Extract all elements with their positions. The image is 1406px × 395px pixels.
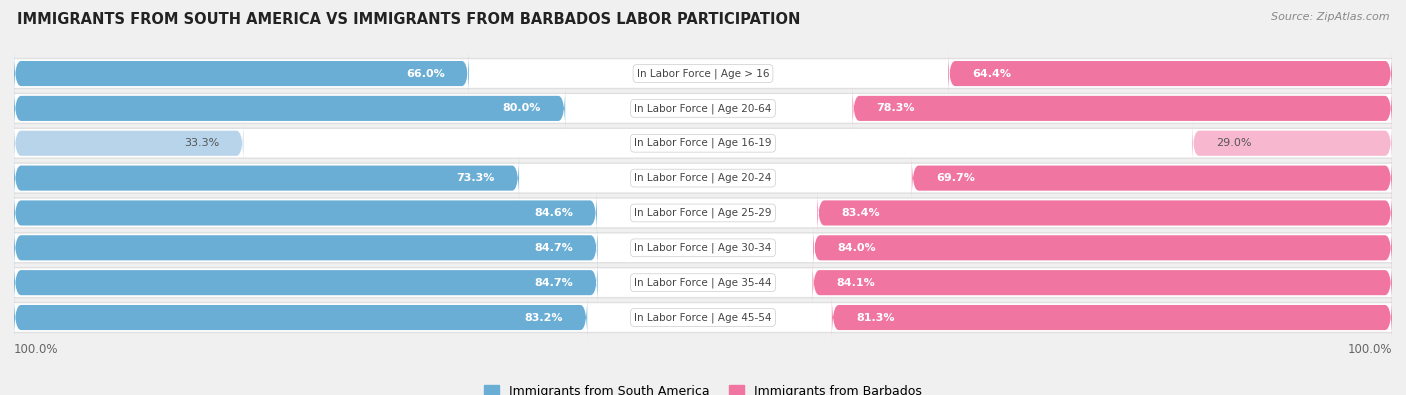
- FancyBboxPatch shape: [813, 226, 1392, 270]
- Text: 84.6%: 84.6%: [534, 208, 572, 218]
- FancyBboxPatch shape: [0, 187, 1406, 239]
- Text: 80.0%: 80.0%: [503, 103, 541, 113]
- Text: 64.4%: 64.4%: [973, 69, 1011, 79]
- Text: IMMIGRANTS FROM SOUTH AMERICA VS IMMIGRANTS FROM BARBADOS LABOR PARTICIPATION: IMMIGRANTS FROM SOUTH AMERICA VS IMMIGRA…: [17, 12, 800, 27]
- FancyBboxPatch shape: [0, 47, 1406, 100]
- Text: 83.2%: 83.2%: [524, 312, 564, 322]
- FancyBboxPatch shape: [4, 290, 1402, 345]
- FancyBboxPatch shape: [4, 81, 1402, 136]
- Text: In Labor Force | Age 30-34: In Labor Force | Age 30-34: [634, 243, 772, 253]
- FancyBboxPatch shape: [14, 226, 598, 270]
- FancyBboxPatch shape: [1192, 121, 1392, 166]
- FancyBboxPatch shape: [14, 86, 565, 131]
- Text: 81.3%: 81.3%: [856, 312, 894, 322]
- FancyBboxPatch shape: [14, 260, 598, 305]
- FancyBboxPatch shape: [14, 156, 519, 200]
- Text: In Labor Force | Age > 16: In Labor Force | Age > 16: [637, 68, 769, 79]
- Text: 83.4%: 83.4%: [841, 208, 880, 218]
- Text: 66.0%: 66.0%: [406, 69, 444, 79]
- Text: In Labor Force | Age 20-24: In Labor Force | Age 20-24: [634, 173, 772, 183]
- Text: In Labor Force | Age 45-54: In Labor Force | Age 45-54: [634, 312, 772, 323]
- Legend: Immigrants from South America, Immigrants from Barbados: Immigrants from South America, Immigrant…: [479, 380, 927, 395]
- Text: 78.3%: 78.3%: [876, 103, 915, 113]
- FancyBboxPatch shape: [14, 191, 598, 235]
- FancyBboxPatch shape: [4, 255, 1402, 310]
- Text: In Labor Force | Age 16-19: In Labor Force | Age 16-19: [634, 138, 772, 149]
- FancyBboxPatch shape: [0, 256, 1406, 309]
- FancyBboxPatch shape: [0, 152, 1406, 204]
- Text: In Labor Force | Age 35-44: In Labor Force | Age 35-44: [634, 277, 772, 288]
- FancyBboxPatch shape: [0, 292, 1406, 344]
- FancyBboxPatch shape: [817, 191, 1392, 235]
- FancyBboxPatch shape: [4, 185, 1402, 241]
- Text: 29.0%: 29.0%: [1216, 138, 1251, 148]
- Text: Source: ZipAtlas.com: Source: ZipAtlas.com: [1271, 12, 1389, 22]
- FancyBboxPatch shape: [4, 220, 1402, 275]
- Text: 100.0%: 100.0%: [1347, 342, 1392, 356]
- FancyBboxPatch shape: [14, 51, 468, 96]
- FancyBboxPatch shape: [0, 222, 1406, 274]
- FancyBboxPatch shape: [948, 51, 1392, 96]
- Text: 33.3%: 33.3%: [184, 138, 219, 148]
- FancyBboxPatch shape: [911, 156, 1392, 200]
- Text: 100.0%: 100.0%: [14, 342, 59, 356]
- Text: 84.7%: 84.7%: [534, 243, 574, 253]
- Text: In Labor Force | Age 25-29: In Labor Force | Age 25-29: [634, 208, 772, 218]
- FancyBboxPatch shape: [832, 295, 1392, 340]
- FancyBboxPatch shape: [14, 295, 588, 340]
- FancyBboxPatch shape: [4, 46, 1402, 101]
- FancyBboxPatch shape: [14, 121, 243, 166]
- FancyBboxPatch shape: [4, 150, 1402, 206]
- Text: 84.1%: 84.1%: [837, 278, 876, 288]
- Text: 73.3%: 73.3%: [457, 173, 495, 183]
- Text: 69.7%: 69.7%: [936, 173, 974, 183]
- Text: 84.7%: 84.7%: [534, 278, 574, 288]
- FancyBboxPatch shape: [4, 116, 1402, 171]
- FancyBboxPatch shape: [813, 260, 1392, 305]
- FancyBboxPatch shape: [852, 86, 1392, 131]
- FancyBboxPatch shape: [0, 117, 1406, 169]
- FancyBboxPatch shape: [0, 82, 1406, 135]
- Text: 84.0%: 84.0%: [838, 243, 876, 253]
- Text: In Labor Force | Age 20-64: In Labor Force | Age 20-64: [634, 103, 772, 114]
